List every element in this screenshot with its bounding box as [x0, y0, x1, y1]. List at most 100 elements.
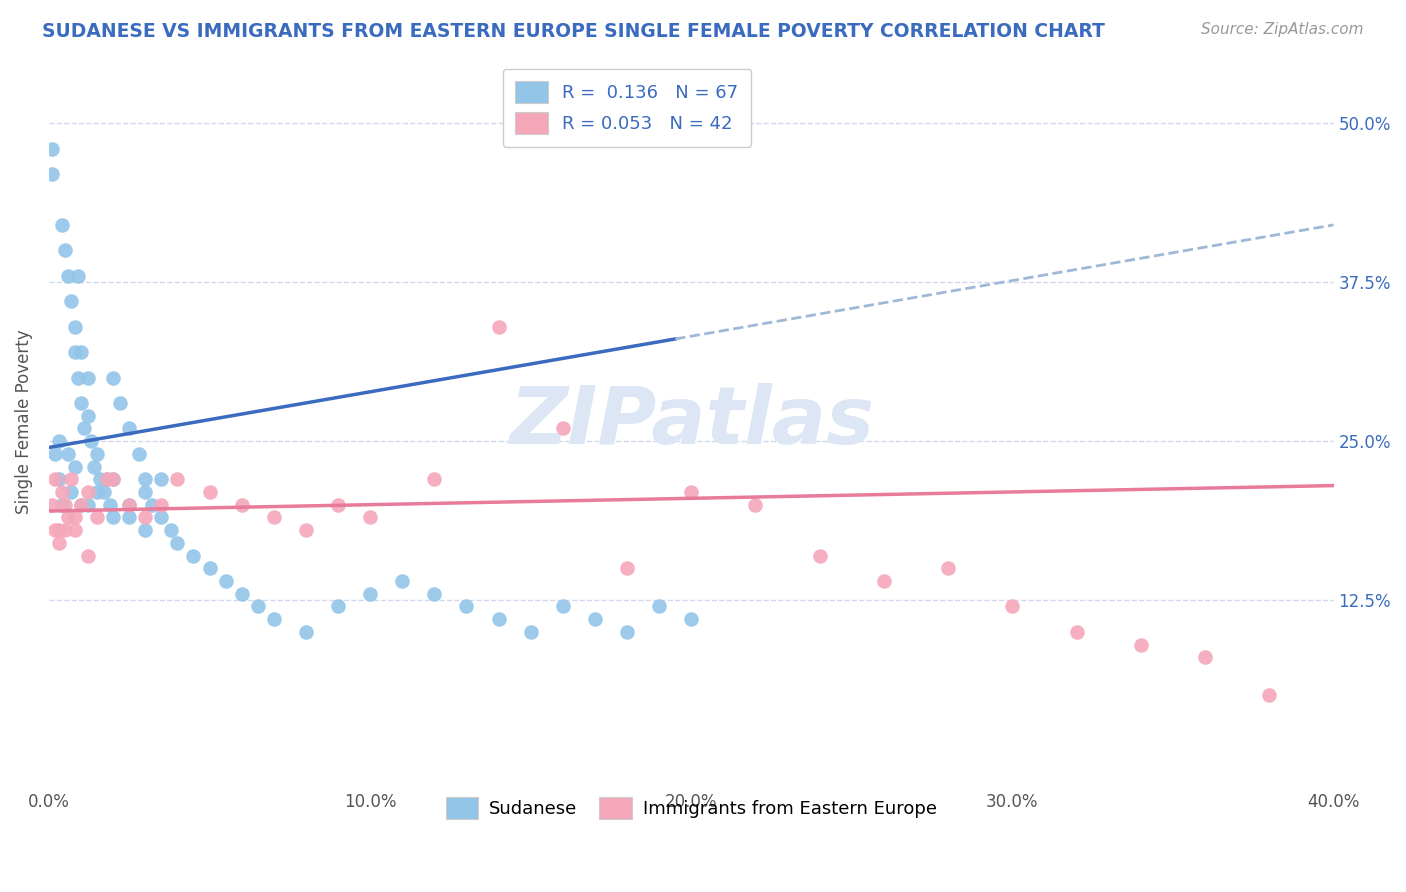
Point: [134, 485, 156, 500]
Point: [295, 624, 318, 639]
Point: [551, 599, 574, 614]
Point: [63, 523, 86, 537]
Point: [423, 472, 446, 486]
Point: [326, 498, 349, 512]
Point: [231, 587, 253, 601]
Point: [391, 574, 413, 588]
Point: [44, 523, 66, 537]
Point: [44, 447, 66, 461]
Point: [134, 510, 156, 524]
Point: [60, 485, 83, 500]
Point: [128, 447, 150, 461]
Point: [134, 523, 156, 537]
Point: [1258, 689, 1281, 703]
Point: [70, 498, 93, 512]
Point: [118, 510, 141, 524]
Point: [86, 510, 108, 524]
Point: [83, 459, 105, 474]
Point: [648, 599, 671, 614]
Point: [89, 472, 111, 486]
Point: [103, 370, 125, 384]
Point: [103, 510, 125, 524]
Point: [51, 218, 73, 232]
Point: [488, 612, 510, 626]
Point: [41, 142, 63, 156]
Point: [936, 561, 959, 575]
Point: [93, 485, 115, 500]
Point: [66, 370, 89, 384]
Point: [76, 549, 98, 563]
Point: [263, 612, 285, 626]
Point: [70, 498, 93, 512]
Point: [183, 549, 205, 563]
Point: [60, 294, 83, 309]
Point: [616, 561, 638, 575]
Point: [160, 523, 183, 537]
Point: [98, 498, 121, 512]
Legend: Sudanese, Immigrants from Eastern Europe: Sudanese, Immigrants from Eastern Europe: [439, 789, 943, 826]
Point: [103, 472, 125, 486]
Point: [150, 498, 173, 512]
Point: [1194, 650, 1216, 665]
Point: [63, 459, 86, 474]
Point: [583, 612, 606, 626]
Point: [58, 447, 80, 461]
Point: [423, 587, 446, 601]
Point: [66, 268, 89, 283]
Point: [808, 549, 831, 563]
Point: [53, 244, 76, 258]
Point: [96, 472, 118, 486]
Point: [63, 345, 86, 359]
Point: [48, 472, 70, 486]
Point: [118, 498, 141, 512]
Point: [51, 498, 73, 512]
Point: [681, 612, 703, 626]
Point: [63, 510, 86, 524]
Point: [86, 447, 108, 461]
Point: [616, 624, 638, 639]
Point: [214, 574, 236, 588]
Point: [263, 510, 285, 524]
Point: [150, 510, 173, 524]
Point: [551, 421, 574, 435]
Point: [41, 167, 63, 181]
Point: [150, 472, 173, 486]
Point: [166, 472, 188, 486]
Text: Source: ZipAtlas.com: Source: ZipAtlas.com: [1201, 22, 1364, 37]
Point: [134, 472, 156, 486]
Point: [1129, 638, 1152, 652]
Point: [41, 498, 63, 512]
Point: [488, 319, 510, 334]
Point: [166, 536, 188, 550]
Point: [359, 510, 381, 524]
Point: [1001, 599, 1024, 614]
Point: [519, 624, 541, 639]
Point: [231, 498, 253, 512]
Point: [681, 485, 703, 500]
Point: [76, 409, 98, 423]
Point: [53, 498, 76, 512]
Point: [58, 268, 80, 283]
Point: [51, 485, 73, 500]
Point: [58, 510, 80, 524]
Point: [48, 536, 70, 550]
Point: [73, 421, 96, 435]
Point: [141, 498, 163, 512]
Point: [80, 434, 103, 448]
Point: [108, 396, 131, 410]
Text: SUDANESE VS IMMIGRANTS FROM EASTERN EUROPE SINGLE FEMALE POVERTY CORRELATION CHA: SUDANESE VS IMMIGRANTS FROM EASTERN EURO…: [42, 22, 1105, 41]
Point: [198, 485, 221, 500]
Point: [456, 599, 478, 614]
Point: [48, 434, 70, 448]
Point: [76, 370, 98, 384]
Point: [76, 485, 98, 500]
Point: [873, 574, 896, 588]
Point: [96, 472, 118, 486]
Point: [53, 523, 76, 537]
Point: [48, 523, 70, 537]
Point: [295, 523, 318, 537]
Point: [326, 599, 349, 614]
Point: [744, 498, 766, 512]
Point: [103, 472, 125, 486]
Point: [70, 396, 93, 410]
